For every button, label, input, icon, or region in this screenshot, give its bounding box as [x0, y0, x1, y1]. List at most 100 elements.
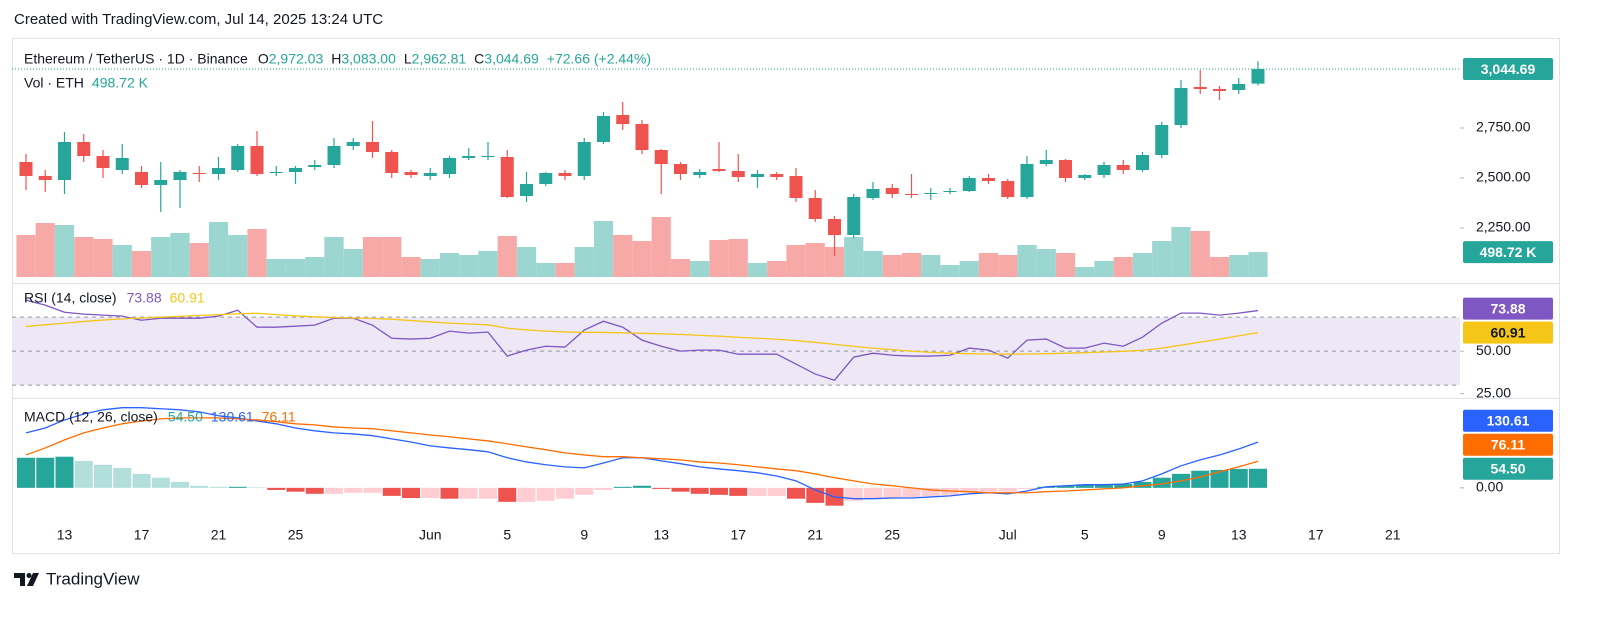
- candle-body: [289, 168, 302, 172]
- candle-body: [654, 150, 668, 164]
- histogram-bar: [74, 460, 93, 488]
- symbol-title: Ethereum / TetherUS · 1D · Binance: [24, 51, 248, 67]
- candle-body: [635, 124, 649, 150]
- x-tick-label: 25: [288, 527, 304, 543]
- x-tick-label: 13: [1231, 527, 1247, 543]
- volume-bar: [151, 237, 171, 277]
- candle-body: [1078, 175, 1092, 178]
- last-volume-tag: 498.72 K: [1480, 244, 1537, 260]
- x-tick-label: 9: [1158, 527, 1166, 543]
- volume-bar: [670, 259, 691, 277]
- candle-body: [616, 115, 630, 124]
- volume-bar: [35, 223, 55, 277]
- histogram-bar: [1075, 484, 1094, 488]
- histogram-bar: [1095, 484, 1113, 488]
- volume-bar: [208, 222, 229, 277]
- candle-body: [346, 142, 360, 146]
- histogram-bar: [498, 487, 517, 502]
- candle-body: [1174, 88, 1188, 125]
- x-tick-label: 21: [1385, 527, 1401, 543]
- histogram-bar: [363, 487, 382, 493]
- histogram-bar: [17, 457, 35, 488]
- legend-value: 54.50: [168, 409, 203, 425]
- created-note: Created with TradingView.com, Jul 14, 20…: [14, 11, 383, 28]
- ohlc-key: O: [258, 51, 269, 67]
- volume-bar: [305, 257, 325, 277]
- volume-bar: [247, 229, 267, 277]
- candle-body: [231, 146, 245, 170]
- histogram-bar: [344, 487, 363, 493]
- x-tick-label: 5: [503, 527, 511, 543]
- candle-body: [77, 142, 91, 156]
- candle-body: [1155, 125, 1169, 155]
- histogram-bar: [1229, 468, 1248, 488]
- volume-bar: [1113, 257, 1133, 277]
- value-tag-bg: [1463, 297, 1553, 320]
- volume-bar: [1094, 261, 1114, 277]
- legend-value: 130.61: [211, 409, 254, 425]
- candle-body: [366, 142, 379, 152]
- ohlc-value: 3,083.00: [341, 51, 396, 67]
- volume-bar: [959, 261, 979, 277]
- volume-bar: [767, 261, 787, 277]
- value-tag-bg: [1463, 457, 1553, 480]
- candle-body: [847, 197, 861, 235]
- candle-body: [385, 152, 399, 173]
- candle-body: [539, 173, 553, 184]
- legend-value: 76.11: [262, 409, 296, 425]
- volume-bar: [189, 243, 209, 277]
- histogram-bar: [960, 487, 979, 493]
- histogram-bar: [36, 457, 55, 488]
- value-tag-bg: [1463, 433, 1553, 456]
- x-tick-label: 13: [57, 527, 73, 543]
- candle-body: [1097, 165, 1111, 175]
- histogram-bar: [171, 481, 189, 488]
- volume-bar: [978, 253, 999, 277]
- histogram-bar: [921, 487, 940, 496]
- candle-body: [250, 146, 264, 174]
- candle-body: [115, 158, 129, 170]
- histogram-bar: [729, 487, 748, 496]
- volume-bar: [613, 235, 633, 277]
- histogram-bar: [1056, 485, 1075, 488]
- volume-title: Vol · ETH: [24, 75, 84, 91]
- candle-body: [308, 165, 322, 167]
- volume-bar: [1248, 252, 1268, 277]
- histogram-bar: [248, 487, 266, 488]
- histogram-bar: [767, 487, 786, 496]
- candle-body: [962, 178, 976, 191]
- x-tick-label: Jul: [999, 527, 1017, 543]
- value-tag-bg: [1463, 321, 1553, 344]
- candle-body: [1232, 84, 1246, 90]
- histogram-bar: [132, 473, 151, 488]
- volume-bar: [324, 237, 344, 277]
- candle-body: [38, 176, 52, 180]
- chart-frame: [12, 38, 1560, 554]
- last-price-tag-bg: [1463, 58, 1553, 81]
- histogram-bar: [459, 487, 478, 499]
- volume-bar: [459, 255, 479, 277]
- histogram-bar: [902, 487, 921, 497]
- candle-body: [577, 142, 591, 176]
- candle-body: [423, 173, 437, 176]
- x-tick-label: 25: [884, 527, 900, 543]
- volume-bar: [54, 225, 75, 277]
- candle-body: [96, 156, 110, 168]
- candle-body: [1213, 89, 1226, 91]
- candle-body: [154, 180, 168, 185]
- histogram-bar: [325, 487, 343, 494]
- candle-body: [1001, 181, 1015, 197]
- volume-bar: [998, 255, 1018, 277]
- volume-bar: [112, 245, 132, 277]
- histogram-bar: [479, 487, 497, 499]
- volume-bar: [1036, 249, 1056, 277]
- candle-body: [808, 198, 822, 219]
- volume-bar: [1152, 241, 1172, 277]
- histogram-bar: [190, 485, 209, 488]
- histogram-bar: [1018, 487, 1036, 489]
- volume-bar: [921, 255, 941, 277]
- volume-bar: [1190, 231, 1210, 277]
- value-tag-bg: [1463, 409, 1553, 432]
